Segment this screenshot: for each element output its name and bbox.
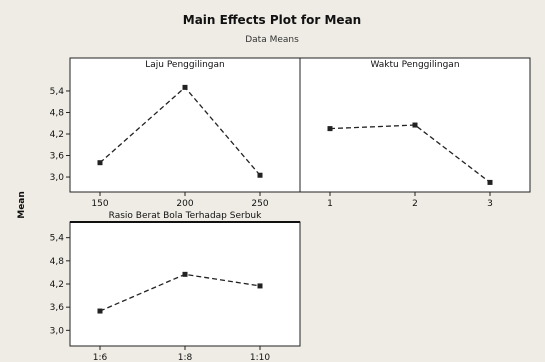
panel-frame bbox=[69, 221, 301, 347]
data-point bbox=[182, 271, 188, 277]
data-point bbox=[257, 172, 263, 178]
data-point bbox=[412, 122, 418, 128]
y-tick-label: 3,6 bbox=[50, 303, 65, 313]
y-tick-label: 3,0 bbox=[50, 173, 65, 183]
y-tick-label: 3,0 bbox=[50, 326, 65, 336]
data-point bbox=[257, 283, 263, 289]
y-axis-label: Mean bbox=[17, 191, 27, 219]
chart-subtitle: Data Means bbox=[245, 35, 299, 45]
y-tick-label: 4,2 bbox=[50, 130, 64, 140]
y-tick-label: 5,4 bbox=[50, 234, 65, 244]
data-point bbox=[182, 84, 188, 90]
x-tick-label: 150 bbox=[91, 199, 108, 209]
series-line bbox=[329, 124, 491, 183]
chart-title: Main Effects Plot for Mean bbox=[183, 13, 361, 27]
x-tick-label: 3 bbox=[487, 199, 493, 209]
x-tick-label: 1:10 bbox=[250, 353, 270, 362]
data-point bbox=[327, 126, 333, 132]
x-tick-label: 1 bbox=[327, 199, 333, 209]
x-tick-label: 2 bbox=[412, 199, 418, 209]
y-tick-label: 3,6 bbox=[50, 152, 65, 162]
data-point bbox=[97, 308, 103, 314]
y-tick-label: 4,8 bbox=[50, 108, 65, 118]
panel-frame bbox=[69, 57, 301, 193]
panel-2: Waktu Penggilingan 1 2 3 bbox=[299, 57, 531, 209]
x-tick-label: 200 bbox=[176, 199, 193, 209]
data-point bbox=[487, 179, 493, 185]
x-tick-label: 250 bbox=[251, 199, 268, 209]
y-tick-label: 4,2 bbox=[50, 280, 64, 290]
panel-title: Rasio Berat Bola Terhadap Serbuk bbox=[109, 211, 262, 221]
y-tick-label: 4,8 bbox=[50, 257, 65, 267]
panel-3: Rasio Berat Bola Terhadap Serbuk 5,4 4,8 4,… bbox=[50, 211, 301, 362]
x-tick-label: 1:6 bbox=[93, 353, 108, 362]
x-tick-label: 1:8 bbox=[178, 353, 193, 362]
panel-title: Laju Penggilingan bbox=[145, 60, 225, 70]
y-tick-label: 5,4 bbox=[50, 87, 65, 97]
panel-title: Waktu Penggilingan bbox=[370, 60, 459, 70]
panel-1: Laju Penggilingan 5,4 4,8 4,2 3,6 3,0 150 200 25… bbox=[50, 57, 301, 209]
data-point bbox=[97, 160, 103, 166]
